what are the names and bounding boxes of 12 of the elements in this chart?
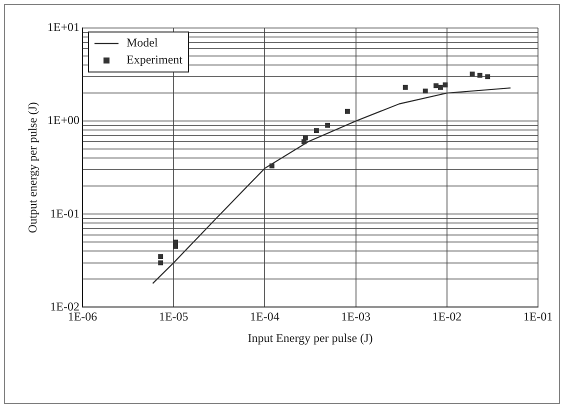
y-tick-label: 1E+00 xyxy=(47,113,80,128)
x-tick-label: 1E-03 xyxy=(341,310,370,324)
y-tick-label: 1E+01 xyxy=(47,20,80,34)
x-tick-label: 1E-04 xyxy=(250,310,280,324)
x-tick-label: 1E-02 xyxy=(432,310,462,324)
y-axis-title: Output energy per pulse (J) xyxy=(25,102,40,234)
y-tick-label: 1E-01 xyxy=(50,206,80,220)
x-tick-label: 1E-05 xyxy=(158,310,188,324)
x-tick-label: 1E-01 xyxy=(523,310,553,324)
x-axis-title: Input Energy per pulse (J) xyxy=(248,330,373,345)
legend-label: Experiment xyxy=(126,52,184,67)
legend-label: Model xyxy=(126,36,158,50)
